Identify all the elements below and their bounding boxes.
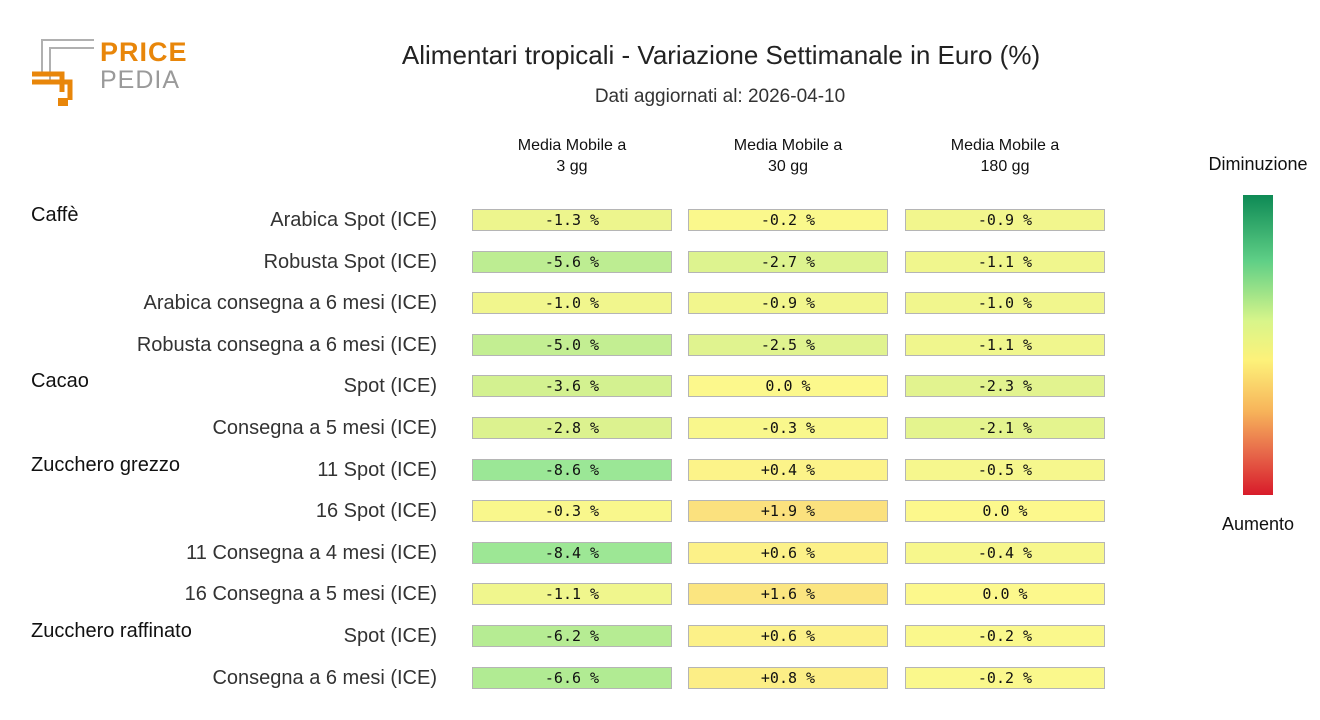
legend-label-top: Diminuzione — [1208, 154, 1308, 174]
row-label: Robusta consegna a 6 mesi (ICE) — [136, 333, 437, 356]
row-label: Robusta Spot (ICE) — [263, 250, 437, 273]
row-label: Arabica Spot (ICE) — [270, 209, 437, 231]
column-header-line2: 30 gg — [767, 158, 809, 175]
heatmap-cell: -2.8 % — [472, 417, 672, 439]
chart-title: Alimentari tropicali - Variazione Settim… — [401, 40, 1041, 70]
heatmap-cell: +0.8 % — [688, 666, 888, 689]
heatmap-cell: -0.2 % — [905, 625, 1105, 647]
row-label: Consegna a 6 mesi (ICE) — [212, 666, 437, 689]
row-label: Spot (ICE) — [343, 375, 437, 398]
heatmap-cell: -8.6 % — [472, 458, 672, 481]
heatmap-cell: -1.3 % — [472, 209, 672, 231]
row-label: 16 Spot (ICE) — [315, 500, 437, 523]
group-label: Zucchero grezzo — [31, 453, 180, 476]
logo-word-pedia: PEDIA — [100, 66, 181, 94]
pricepedia-logo: PRICE PEDIA — [28, 36, 188, 108]
row-label: Spot (ICE) — [343, 625, 437, 647]
heatmap-cell: -3.6 % — [472, 375, 672, 398]
heatmap-cell: +0.6 % — [688, 541, 888, 564]
column-header: Media Mobile a 180 gg — [904, 135, 1106, 177]
group-label: Cacao — [31, 370, 89, 393]
heatmap-cell: +0.4 % — [688, 458, 888, 481]
heatmap-cell: +1.9 % — [688, 500, 888, 523]
chart-subtitle: Dati aggiornati al: 2026-04-10 — [594, 86, 846, 107]
row-label: 11 Spot (ICE) — [317, 458, 437, 481]
row-label: Consegna a 5 mesi (ICE) — [212, 417, 437, 439]
legend-label-bottom: Aumento — [1221, 514, 1295, 534]
heatmap-cell: -6.6 % — [472, 666, 672, 689]
column-header-line2: 180 gg — [980, 158, 1030, 175]
heatmap-cell: -0.4 % — [905, 541, 1105, 564]
heatmap-cell: +1.6 % — [688, 583, 888, 606]
group-label: Caffè — [31, 204, 79, 226]
logo-word-price: PRICE — [100, 37, 188, 67]
heatmap-cell: -6.2 % — [472, 625, 672, 647]
heatmap-cell: -1.0 % — [905, 292, 1105, 315]
column-header: Media Mobile a 3 gg — [471, 135, 673, 177]
heatmap-cell: -2.5 % — [688, 333, 888, 356]
heatmap-cell: -1.0 % — [472, 292, 672, 315]
heatmap-cell: -0.2 % — [688, 209, 888, 231]
heatmap-cell: 0.0 % — [905, 583, 1105, 606]
heatmap-cell: 0.0 % — [905, 500, 1105, 523]
column-header-line2: 3 gg — [556, 158, 588, 175]
column-header-line1: Media Mobile a — [950, 137, 1060, 154]
row-label: 16 Consegna a 5 mesi (ICE) — [184, 583, 437, 606]
heatmap-cell: -2.7 % — [688, 250, 888, 273]
heatmap-cell: -0.9 % — [905, 209, 1105, 231]
heatmap-cell: -0.5 % — [905, 458, 1105, 481]
heatmap-cell: -2.3 % — [905, 375, 1105, 398]
heatmap-cell: -0.9 % — [688, 292, 888, 315]
heatmap-cell: +0.6 % — [688, 625, 888, 647]
column-header: Media Mobile a 30 gg — [687, 135, 889, 177]
row-label: Arabica consegna a 6 mesi (ICE) — [143, 292, 437, 315]
heatmap-cell: -0.3 % — [472, 500, 672, 523]
heatmap-cell: -0.2 % — [905, 666, 1105, 689]
column-header-line1: Media Mobile a — [733, 137, 843, 154]
row-label: 11 Consegna a 4 mesi (ICE) — [186, 541, 437, 564]
heatmap-cell: -1.1 % — [905, 250, 1105, 273]
legend-colorbar — [1243, 195, 1273, 495]
heatmap-cell: -1.1 % — [472, 583, 672, 606]
heatmap-cell: -5.6 % — [472, 250, 672, 273]
heatmap-cell: -5.0 % — [472, 333, 672, 356]
group-label: Zucchero raffinato — [31, 620, 192, 642]
heatmap-cell: -1.1 % — [905, 333, 1105, 356]
heatmap-cell: -0.3 % — [688, 417, 888, 439]
heatmap-cell: -8.4 % — [472, 541, 672, 564]
column-header-line1: Media Mobile a — [517, 137, 627, 154]
heatmap-cell: 0.0 % — [688, 375, 888, 398]
logo-mark-icon — [32, 39, 94, 106]
heatmap-cell: -2.1 % — [905, 417, 1105, 439]
